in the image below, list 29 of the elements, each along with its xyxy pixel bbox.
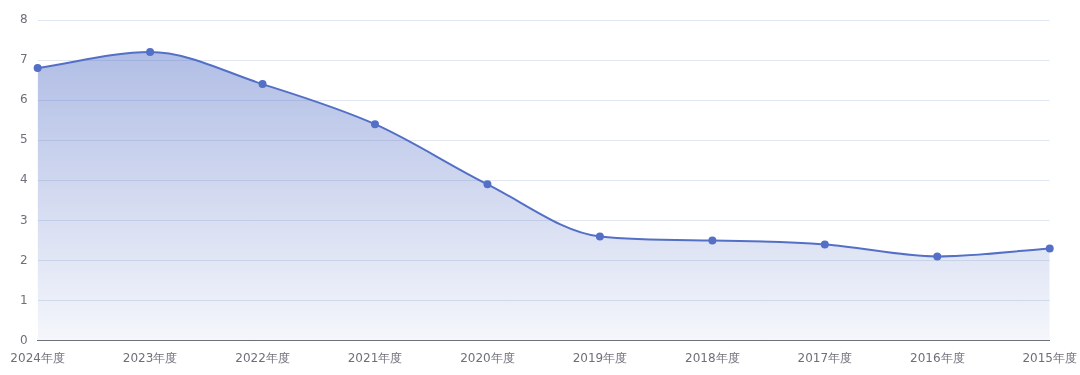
y-tick-label: 1 <box>19 292 28 307</box>
point <box>483 180 492 189</box>
x-tick-label: 2015年度 <box>1022 350 1077 365</box>
point <box>595 232 604 241</box>
x-tick-label: 2020年度 <box>460 350 515 365</box>
y-tick-label: 7 <box>19 52 28 67</box>
point <box>820 240 829 249</box>
point <box>708 236 717 245</box>
y-tick-label: 3 <box>19 212 28 227</box>
x-tick-label: 2019年度 <box>572 350 628 365</box>
point <box>1045 244 1054 253</box>
point <box>258 80 267 89</box>
x-tick-label: 2017年度 <box>797 350 853 365</box>
y-tick-label: 6 <box>19 92 28 107</box>
x-tick-label: 2016年度 <box>910 350 965 365</box>
x-tick-label: 2023年度 <box>122 350 178 365</box>
y-tick-label: 8 <box>19 12 28 27</box>
y-tick-label: 0 <box>19 332 28 347</box>
x-tick-label: 2024年度 <box>10 350 65 365</box>
x-tick-label: 2022年度 <box>235 350 290 365</box>
point <box>371 120 379 129</box>
y-tick-label: 4 <box>19 172 28 187</box>
point <box>146 48 155 57</box>
y-tick-label: 2 <box>19 252 28 267</box>
x-tick-label: 2021年度 <box>347 350 403 365</box>
y-tick-label: 5 <box>19 132 28 147</box>
point <box>933 252 942 261</box>
point <box>33 64 42 73</box>
x-tick-label: 2018年度 <box>685 350 740 365</box>
